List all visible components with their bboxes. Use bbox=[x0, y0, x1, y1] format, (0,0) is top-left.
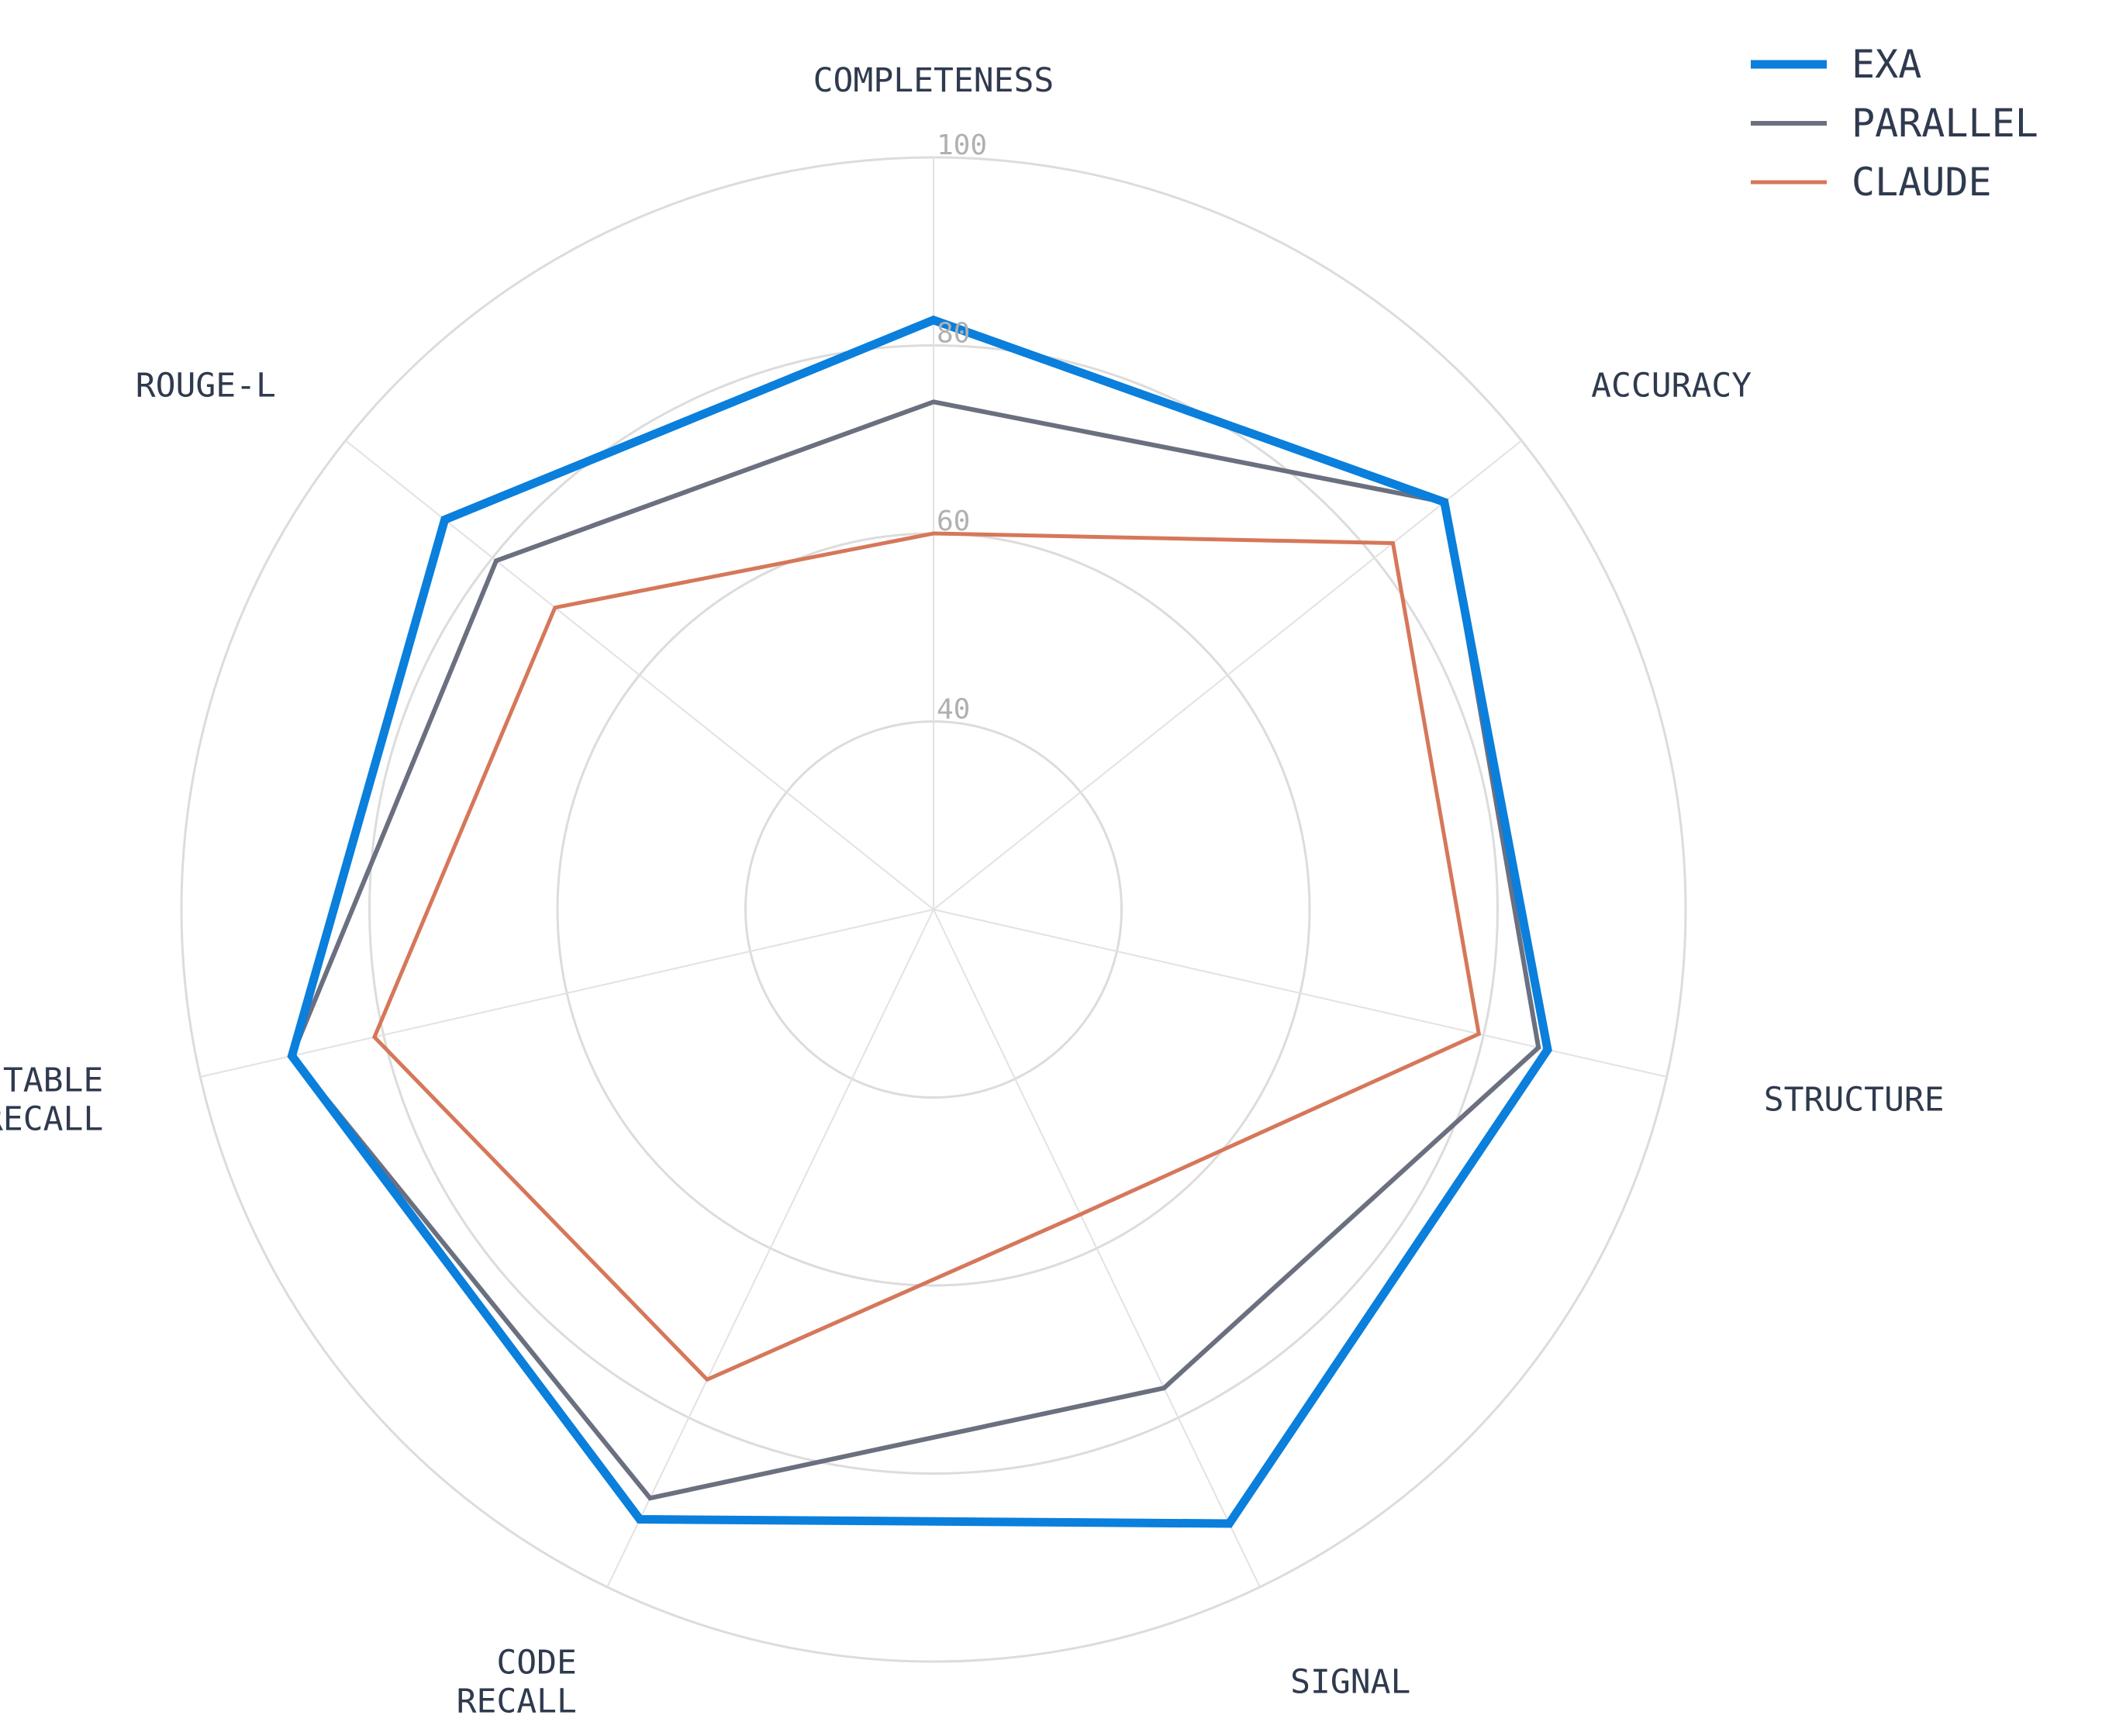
axis-label-signal-line-0: SIGNAL bbox=[1290, 1662, 1410, 1701]
radar-tick-labels: 40 60 80 100 bbox=[937, 129, 987, 726]
axis-label-rouge_l-line-0: ROUGE-L bbox=[136, 367, 276, 406]
legend-label-parallel: PARALLEL bbox=[1852, 101, 2038, 146]
series-parallel-line bbox=[289, 399, 1541, 1501]
axis-label-completeness-line-0: COMPLETENESS bbox=[813, 61, 1054, 100]
axis-label-completeness: COMPLETENESS bbox=[813, 61, 1054, 100]
axis-label-accuracy-line-0: ACCURACY bbox=[1591, 367, 1752, 406]
spoke-code_recall bbox=[606, 909, 934, 1588]
axis-label-structure: STRUCTURE bbox=[1764, 1080, 1945, 1119]
tick-label-40: 40 bbox=[937, 694, 970, 726]
radar-series bbox=[287, 315, 1552, 1528]
spoke-structure bbox=[933, 909, 1667, 1078]
axis-label-code_recall-line-0: CODE bbox=[496, 1643, 577, 1682]
tick-label-80: 80 bbox=[937, 318, 970, 350]
series-exa-line bbox=[287, 315, 1552, 1528]
spoke-signal bbox=[933, 909, 1261, 1588]
axis-label-table_recall: TABLERECALL bbox=[0, 1061, 103, 1138]
axis-label-table_recall-line-0: TABLE bbox=[3, 1061, 103, 1099]
legend-label-exa: EXA bbox=[1852, 42, 1921, 87]
axis-label-structure-line-0: STRUCTURE bbox=[1764, 1080, 1945, 1119]
series-claude-line bbox=[371, 531, 1482, 1382]
axis-label-code_recall-line-1: RECALL bbox=[457, 1682, 577, 1720]
spoke-table_recall bbox=[200, 909, 934, 1078]
axis-label-table_recall-line-1: RECALL bbox=[0, 1099, 103, 1138]
legend-label-claude: CLAUDE bbox=[1852, 160, 1992, 205]
axis-label-signal: SIGNAL bbox=[1290, 1662, 1410, 1701]
axis-label-code_recall: CODE RECALL bbox=[457, 1643, 577, 1720]
legend: EXA PARALLEL CLAUDE bbox=[1751, 42, 2038, 205]
axis-label-rouge_l: ROUGE-L bbox=[136, 367, 276, 406]
axis-label-accuracy: ACCURACY bbox=[1591, 367, 1752, 406]
tick-label-60: 60 bbox=[937, 506, 970, 537]
tick-label-100: 100 bbox=[937, 129, 987, 161]
spoke-accuracy bbox=[933, 440, 1523, 910]
